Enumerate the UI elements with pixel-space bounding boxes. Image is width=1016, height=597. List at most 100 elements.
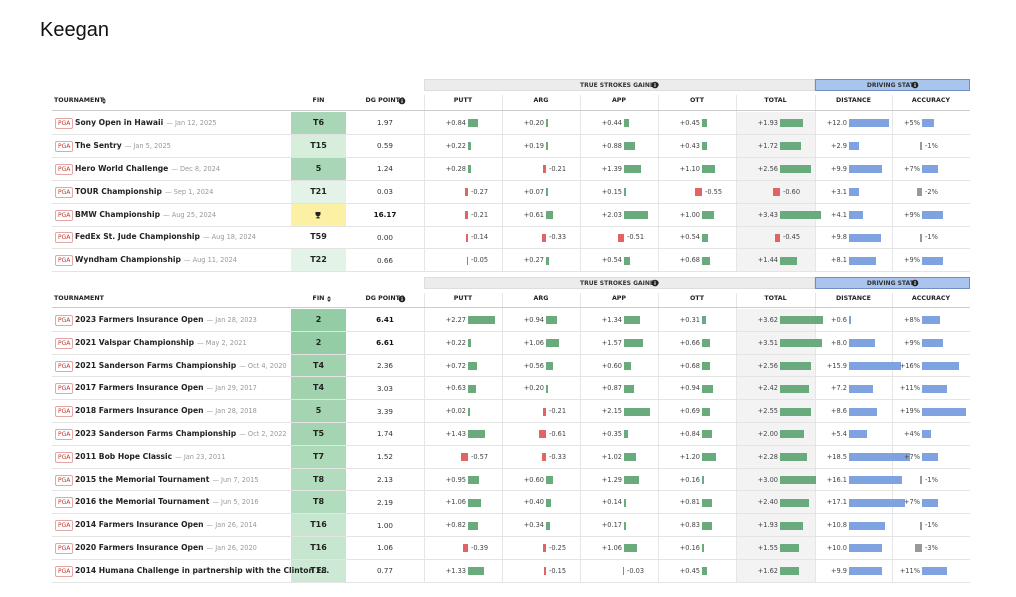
value-label: -0.60 [783,187,801,196]
tour-tag: PGA [55,209,74,221]
value-label: +0.31 [679,315,700,324]
value-bar [468,316,496,325]
tournament-date: — Jan 23, 2011 [175,452,226,461]
value-bar [849,188,860,197]
row-line [52,225,970,227]
value-bar [543,165,546,174]
sort-icon [102,98,106,104]
finish: T8 [312,474,325,484]
value-bar [702,316,706,325]
value-bar [780,256,798,265]
row-line [52,248,970,250]
value-bar [624,544,637,553]
tour-tag: PGA [55,542,74,554]
value-label: +0.43 [679,141,700,150]
value-bar [919,233,922,242]
value-bar [849,233,882,242]
value-label: +1.57 [601,338,622,347]
value-label: +0.19 [523,141,544,150]
value-label: +0.87 [601,384,622,393]
value-bar [622,567,624,576]
value-bar [849,362,902,370]
tournament-date: — Jan 29, 2017 [206,384,257,393]
value-bar [772,188,780,197]
value-bar [546,119,549,128]
value-label: -0.57 [471,452,489,461]
tournament-name: 2016 the Memorial Tournament — Jun 5, 201… [75,497,259,507]
row-line [52,271,970,273]
dg-points: 1.00 [376,520,393,530]
column-header: TOURNAMENT [54,295,104,302]
fin-bg [291,112,346,135]
value-label: +0.60 [601,361,622,370]
tour-tag: PGA [55,163,74,175]
value-label: -1% [925,475,938,484]
value-bar [617,233,624,242]
column-divider [892,293,893,583]
dg-points: 0.77 [376,566,393,576]
value-bar [780,384,810,393]
value-label: +3.00 [757,475,778,484]
value-label: +0.56 [523,361,544,370]
dg-points: 1.52 [376,452,393,462]
tournament-date: — Jan 28, 2023 [206,315,257,324]
value-label: +9% [904,338,920,347]
value-bar [922,498,939,507]
tournament-name: 2021 Valspar Championship — May 2, 2021 [75,337,247,347]
value-label: -0.39 [471,543,489,552]
value-label: +10.0 [826,543,847,552]
tournament-date: — Aug 18, 2024 [202,233,256,242]
value-bar [464,188,468,197]
value-label: +0.95 [445,475,466,484]
value-bar [468,498,481,507]
value-label: +4.1 [830,210,847,219]
group-header: DRIVING STATS [815,277,970,289]
value-label: +0.14 [601,498,622,507]
finish: T22 [310,255,327,265]
tour-tag: PGA [55,451,74,463]
value-label: +0.34 [523,521,544,530]
fin-bg [291,134,346,158]
value-label: +0.27 [523,256,544,265]
tournament-name: The Sentry — Jan 5, 2025 [75,140,171,150]
value-label: +0.83 [679,521,700,530]
tournament-name: Wyndham Championship — Aug 11, 2024 [75,255,237,265]
value-bar [624,384,635,393]
fin-bg [291,331,346,355]
column-header: ACCURACY [911,97,951,104]
value-label: +2.15 [601,407,622,416]
value-label: +0.45 [679,566,700,575]
tournament-name: 2020 Farmers Insurance Open — Jan 26, 202… [75,542,257,552]
value-label: +2.42 [757,384,778,393]
value-label: +12.0 [826,118,847,127]
value-label: +2.40 [757,498,778,507]
info-icon [911,279,919,287]
finish: T8 [312,497,325,507]
column-header: APP [611,97,627,104]
value-label: +10.8 [826,521,847,530]
value-label: +1.72 [757,141,778,150]
finish: T16 [310,542,327,552]
value-label: +3.1 [830,187,847,196]
value-bar [463,544,468,553]
tour-tag: PGA [55,428,74,440]
value-bar [624,407,650,416]
value-label: +0.82 [445,521,466,530]
value-bar [624,142,635,151]
column-header: DISTANCE [836,97,871,104]
value-bar [702,211,714,220]
value-bar [624,256,631,265]
column-divider [580,293,581,583]
value-label: +0.60 [523,475,544,484]
value-label: +1.43 [445,429,466,438]
value-bar [780,142,801,151]
value-label: +9% [904,210,920,219]
value-label: +0.40 [523,498,544,507]
value-bar [922,119,934,128]
value-label: +0.81 [679,498,700,507]
value-label: +0.35 [601,429,622,438]
dg-points: 2.19 [376,497,393,507]
info-icon [651,279,659,287]
value-bar [919,476,922,484]
fin-bg [291,180,346,204]
